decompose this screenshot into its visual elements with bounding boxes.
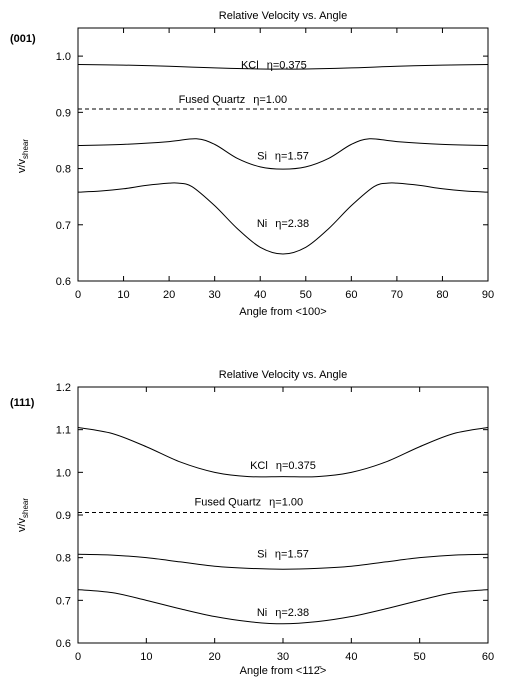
y-tick-labels: 0.6 0.7 0.8 0.9 1.0 1.1 1.2 xyxy=(56,382,71,650)
curve-label-si: Si η=1.57 xyxy=(257,151,309,163)
x-axis-label: Angle from <112̄> xyxy=(240,665,327,677)
x-tick-label: 60 xyxy=(482,651,494,663)
y-axis-label-sub: shear xyxy=(21,139,30,159)
y-tick-label: 1.0 xyxy=(56,51,71,63)
chart-panel-111: (111) Relative Velocity vs. Angle 0 10 20 3… xyxy=(10,369,494,677)
series-eta: η=1.57 xyxy=(275,151,309,163)
y-tick-label: 1.1 xyxy=(56,425,71,437)
chart-title: Relative Velocity vs. Angle xyxy=(219,10,347,22)
series-eta: η=2.38 xyxy=(275,607,309,619)
x-tick-label: 40 xyxy=(345,651,357,663)
series-line-kcl xyxy=(77,427,489,478)
x-tick-labels: 0 10 20 30 40 50 60 xyxy=(75,651,494,663)
panel-label: (111) xyxy=(10,397,35,409)
y-axis-label-main: v/v xyxy=(16,517,28,532)
x-tick-label: 20 xyxy=(209,651,221,663)
series-name: Fused Quartz xyxy=(179,94,246,106)
x-tick-label: 10 xyxy=(117,289,129,301)
series-line-si xyxy=(77,138,489,170)
x-tick-label: 60 xyxy=(345,289,357,301)
curve-labels: KCl η=0.375 Fused Quartz η=1.00 Si η=1.57 Ni η=… xyxy=(195,460,316,619)
plot-frame xyxy=(77,386,489,644)
x-tick-label: 30 xyxy=(209,289,221,301)
x-tick-label: 90 xyxy=(482,289,494,301)
series-name: Ni xyxy=(257,218,267,230)
series-eta: η=0.375 xyxy=(276,460,316,472)
panel-label: (001) xyxy=(10,33,36,45)
y-tick-label: 0.7 xyxy=(56,220,71,232)
x-tick-label: 80 xyxy=(436,289,448,301)
y-tick-label: 0.6 xyxy=(56,276,71,288)
y-tick-label: 0.8 xyxy=(56,164,71,176)
y-axis-label-main: v/v xyxy=(16,158,28,173)
series-eta: η=0.375 xyxy=(267,59,307,71)
y-tick-labels: 0.6 0.7 0.8 0.9 1.0 xyxy=(56,51,71,288)
y-axis-label: v/vshear xyxy=(16,139,30,173)
x-tick-label: 0 xyxy=(75,651,81,663)
chart-panel-001: (001) Relative Velocity vs. Angle 0 10 20 3… xyxy=(10,10,494,318)
curve-label-kcl: KCl η=0.375 xyxy=(250,460,316,472)
series-line-ni xyxy=(77,589,489,625)
series-line-si xyxy=(77,553,489,570)
curve-label-kcl: KCl η=0.375 xyxy=(241,59,307,71)
y-tick-label: 0.6 xyxy=(56,638,71,650)
curve-label-ni: Ni η=2.38 xyxy=(257,218,309,230)
series-eta: η=2.38 xyxy=(275,218,309,230)
series-group xyxy=(77,64,489,255)
curve-label-si: Si η=1.57 xyxy=(257,549,309,561)
curve-label-fused-quartz: Fused Quartz η=1.00 xyxy=(179,94,288,106)
x-tick-label: 30 xyxy=(277,651,289,663)
series-line-kcl xyxy=(77,64,489,70)
x-tick-labels: 0 10 20 30 40 50 60 70 80 90 xyxy=(75,289,494,301)
series-name: Si xyxy=(257,549,267,561)
series-name: Si xyxy=(257,151,267,163)
y-tick-label: 1.0 xyxy=(56,467,71,479)
x-tick-label: 10 xyxy=(140,651,152,663)
curve-labels: KCl η=0.375 Fused Quartz η=1.00 Si η=1.57 Ni η=… xyxy=(179,59,310,230)
y-tick-label: 0.8 xyxy=(56,553,71,565)
y-tick-label: 0.7 xyxy=(56,595,71,607)
series-name: Ni xyxy=(257,607,267,619)
series-eta: η=1.57 xyxy=(275,549,309,561)
x-tick-label: 40 xyxy=(254,289,266,301)
series-name: Fused Quartz xyxy=(195,497,262,509)
x-tick-label: 20 xyxy=(163,289,175,301)
x-axis-label: Angle from <100> xyxy=(239,306,326,318)
y-tick-label: 0.9 xyxy=(56,510,71,522)
x-tick-label: 0 xyxy=(75,289,81,301)
plot-frame xyxy=(77,27,489,282)
y-tick-label: 0.9 xyxy=(56,107,71,119)
x-tick-label: 70 xyxy=(391,289,403,301)
y-axis-label: v/vshear xyxy=(16,498,30,532)
series-name: KCl xyxy=(241,59,259,71)
series-group xyxy=(77,427,489,625)
y-tick-label: 1.2 xyxy=(56,382,71,394)
series-line-ni xyxy=(77,182,489,255)
x-tick-label: 50 xyxy=(300,289,312,301)
curve-label-ni: Ni η=2.38 xyxy=(257,607,309,619)
curve-label-fused-quartz: Fused Quartz η=1.00 xyxy=(195,497,304,509)
series-eta: η=1.00 xyxy=(269,497,303,509)
series-eta: η=1.00 xyxy=(253,94,287,106)
tick-group xyxy=(77,386,489,644)
tick-group xyxy=(77,28,489,282)
y-axis-label-sub: shear xyxy=(21,498,30,518)
series-name: KCl xyxy=(250,460,268,472)
x-tick-label: 50 xyxy=(414,651,426,663)
chart-title: Relative Velocity vs. Angle xyxy=(219,369,347,381)
